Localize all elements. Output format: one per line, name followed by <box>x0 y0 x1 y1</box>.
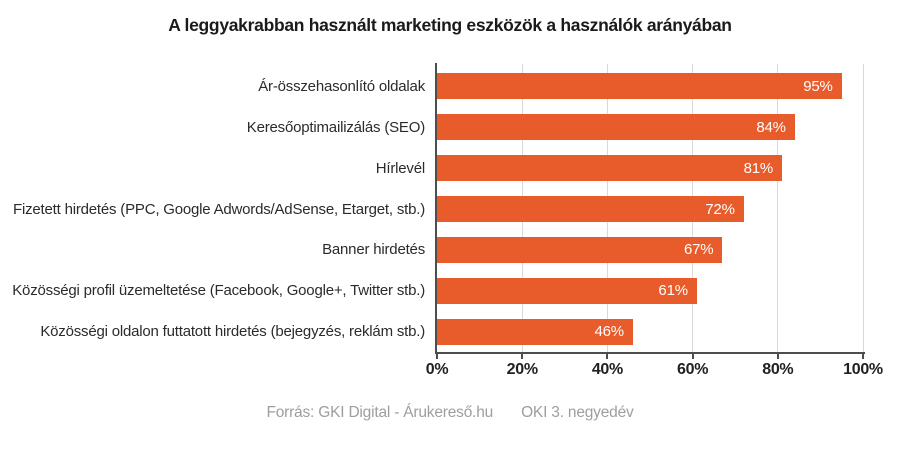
bar-row: 67% <box>437 229 863 270</box>
category-label: Keresőoptimailizálás (SEO) <box>246 118 425 136</box>
axis-tick-label: 40% <box>591 361 623 378</box>
bar: 81% <box>437 155 783 182</box>
axis-tick-label: 20% <box>506 361 538 378</box>
category-axis: Ár-összehasonlító oldalak Keresőoptimaili… <box>0 66 425 352</box>
chart-footer: Forrás: GKI Digital - Árukereső.hu OKI 3… <box>0 404 900 422</box>
gridline <box>777 64 779 353</box>
axis-tick <box>436 354 438 359</box>
chart-title: A leggyakrabban használt marketing eszkö… <box>168 15 732 35</box>
axis-tick-label: 80% <box>762 361 794 378</box>
axis-tick <box>691 354 694 359</box>
plot-area: 95% 84% 81% 72% 67% 61% 46% <box>437 66 863 352</box>
y-axis-line <box>435 63 437 354</box>
period-text: OKI 3. negyedév <box>521 404 634 421</box>
bar-row: 81% <box>437 148 863 189</box>
gridline <box>862 64 864 353</box>
category-label: Fizetett hirdetés (PPC, Google Adwords/A… <box>13 200 425 218</box>
bar-row: 72% <box>437 189 863 230</box>
bar-value-label: 81% <box>743 159 774 177</box>
source-text: Forrás: GKI Digital - Árukereső.hu <box>266 404 494 421</box>
bar-value-label: 95% <box>803 77 833 95</box>
bar-row: 95% <box>437 66 863 107</box>
bar: 46% <box>437 318 633 345</box>
bar-value-label: 67% <box>683 241 714 259</box>
category-label: Banner hirdetés <box>322 241 425 259</box>
axis-tick <box>862 354 864 359</box>
bar-value-label: 61% <box>658 282 688 300</box>
bar: 61% <box>437 277 697 304</box>
x-axis-line <box>435 352 865 354</box>
axis-tick <box>521 354 524 359</box>
category-label: Közösségi oldalon futtatott hirdetés (be… <box>40 323 425 341</box>
axis-tick-label: 100% <box>843 361 883 378</box>
bar-row: 61% <box>437 270 863 311</box>
axis-tick <box>776 354 779 359</box>
bar-row: 46% <box>437 311 863 352</box>
bar-row: 84% <box>437 107 863 148</box>
bar-value-label: 84% <box>756 118 786 136</box>
axis-tick-label: 0% <box>425 361 449 378</box>
category-label: Hírlevél <box>375 159 425 177</box>
bar: 84% <box>437 114 795 141</box>
bar: 72% <box>437 196 744 222</box>
bar: 67% <box>437 236 723 263</box>
category-label: Ár-összehasonlító oldalak <box>258 77 425 95</box>
category-label: Közösségi profil üzemeltetése (Facebook,… <box>12 282 425 300</box>
axis-tick-label: 60% <box>677 361 709 378</box>
bar-value-label: 72% <box>705 200 735 218</box>
bar-value-label: 46% <box>594 323 625 341</box>
axis-tick <box>606 354 609 359</box>
bar: 95% <box>437 73 842 100</box>
